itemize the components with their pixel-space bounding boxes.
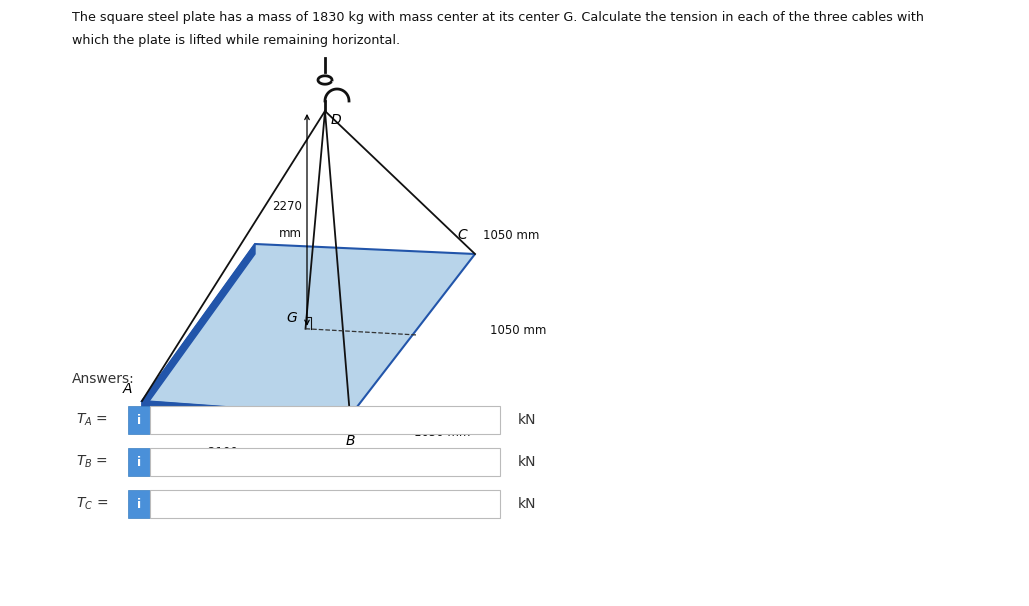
Text: Answers:: Answers: <box>72 372 135 386</box>
FancyBboxPatch shape <box>128 406 150 434</box>
Text: 1050 mm: 1050 mm <box>415 426 470 439</box>
FancyBboxPatch shape <box>128 448 150 476</box>
Text: 1050 mm: 1050 mm <box>490 324 546 338</box>
Polygon shape <box>142 244 475 416</box>
Text: B: B <box>346 434 355 448</box>
Polygon shape <box>142 244 255 411</box>
Text: 2100 mm: 2100 mm <box>208 446 264 459</box>
Text: D: D <box>331 113 342 127</box>
Text: C: C <box>457 228 467 242</box>
Text: $T_B$ =: $T_B$ = <box>76 454 108 470</box>
Text: i: i <box>137 456 141 468</box>
Text: kN: kN <box>518 413 536 427</box>
Text: which the plate is lifted while remaining horizontal.: which the plate is lifted while remainin… <box>72 34 400 47</box>
Text: mm: mm <box>279 227 301 240</box>
Polygon shape <box>142 401 350 426</box>
FancyBboxPatch shape <box>128 490 150 518</box>
Text: G: G <box>287 311 297 325</box>
Text: A: A <box>122 382 132 396</box>
Text: $T_A$ =: $T_A$ = <box>76 412 108 428</box>
FancyBboxPatch shape <box>150 448 500 476</box>
Text: kN: kN <box>518 497 536 511</box>
Text: 1050 mm: 1050 mm <box>483 229 539 242</box>
FancyBboxPatch shape <box>150 490 500 518</box>
Text: i: i <box>137 498 141 510</box>
Text: i: i <box>137 413 141 427</box>
Text: 2270: 2270 <box>272 200 301 213</box>
Text: kN: kN <box>518 455 536 469</box>
Text: The square steel plate has a mass of 1830 kg with mass center at its center G. C: The square steel plate has a mass of 183… <box>72 11 924 24</box>
FancyBboxPatch shape <box>150 406 500 434</box>
Text: $T_C$ =: $T_C$ = <box>76 496 108 512</box>
